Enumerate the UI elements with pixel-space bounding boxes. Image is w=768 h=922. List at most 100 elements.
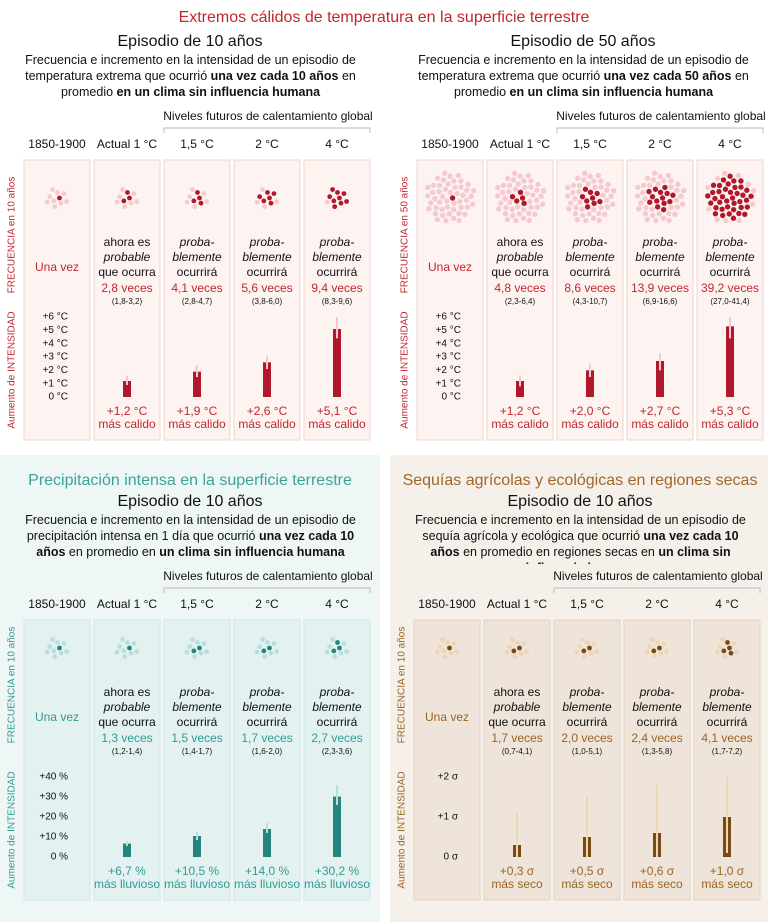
episode-title: Episodio de 10 años xyxy=(508,493,653,510)
dot xyxy=(337,195,342,201)
likelihood-text: blemente xyxy=(242,250,292,264)
dot xyxy=(330,637,335,642)
dot xyxy=(441,648,447,654)
dot xyxy=(590,206,597,213)
dot xyxy=(195,640,200,645)
dot xyxy=(587,189,594,196)
dot xyxy=(528,204,534,211)
dot xyxy=(574,649,580,655)
dot xyxy=(521,200,527,207)
dot xyxy=(51,648,57,654)
description-part: un clima sin influencia humana xyxy=(159,545,345,559)
dot xyxy=(114,199,120,205)
dot xyxy=(460,192,466,198)
likelihood-text: ocurrirá xyxy=(177,715,218,729)
dot xyxy=(519,195,526,201)
dot xyxy=(134,199,139,204)
dot xyxy=(502,195,508,202)
frequency-axis-label: FRECUENCIA en 10 años xyxy=(397,627,408,744)
intensity-label: +1,2 °C xyxy=(500,404,541,418)
description-part: un clima sin influencia humana xyxy=(526,545,731,564)
dot xyxy=(271,641,277,646)
dot xyxy=(649,193,656,200)
dot xyxy=(262,654,268,660)
dot xyxy=(517,173,523,179)
dot xyxy=(712,195,718,202)
intensity-note: más calido xyxy=(631,417,689,431)
episode-title: Episodio de 10 años xyxy=(118,33,263,50)
dot xyxy=(591,641,597,646)
column-header: 2 °C xyxy=(255,137,279,151)
dot xyxy=(585,181,591,187)
column-header: 1850-1900 xyxy=(28,597,86,611)
dot xyxy=(495,184,501,191)
dot xyxy=(44,199,50,205)
dot xyxy=(725,640,730,645)
likelihood-text: blemente xyxy=(242,700,292,714)
description-part: en promedio xyxy=(453,69,749,99)
dot xyxy=(635,184,641,191)
dot xyxy=(184,199,190,205)
dot xyxy=(57,645,62,651)
dot xyxy=(520,215,527,221)
column-box xyxy=(303,619,371,901)
dot xyxy=(122,654,128,660)
dot xyxy=(445,640,450,645)
dot xyxy=(596,217,602,224)
dot xyxy=(533,197,540,203)
dot xyxy=(722,654,728,660)
frequency-label: 1,5 veces xyxy=(171,731,222,745)
intensity-label: +30,2 % xyxy=(315,864,360,878)
dot xyxy=(125,190,130,195)
dot xyxy=(452,184,458,191)
dot xyxy=(714,175,721,182)
dot xyxy=(499,189,506,196)
intensity-note: más lluvioso xyxy=(164,877,230,891)
dot xyxy=(429,189,436,196)
column-header: 1850-1900 xyxy=(418,597,476,611)
description-part: Frecuencia e incremento en la intensidad… xyxy=(25,513,356,543)
description-part: en promedio en regiones secas en xyxy=(459,545,659,559)
dot xyxy=(425,184,431,191)
dot xyxy=(666,217,672,224)
frequency-range: (1,7-7,2) xyxy=(712,747,743,756)
dot xyxy=(444,198,450,204)
dot xyxy=(649,206,655,212)
dot xyxy=(128,200,134,206)
dot xyxy=(635,193,641,199)
dot xyxy=(464,187,470,193)
dot xyxy=(720,212,726,219)
dot xyxy=(520,206,527,213)
dot xyxy=(510,212,516,219)
dot xyxy=(717,199,723,205)
dot xyxy=(432,211,439,217)
dot xyxy=(706,206,712,212)
dot-cluster xyxy=(184,637,209,660)
dot xyxy=(605,181,611,188)
dot xyxy=(727,645,732,651)
column-box xyxy=(693,619,761,901)
dot xyxy=(539,201,546,207)
dot xyxy=(426,206,432,212)
dot-cluster xyxy=(324,637,349,660)
description: Frecuencia e incremento en la intensidad… xyxy=(415,513,746,564)
intensity-label: +6,7 % xyxy=(108,864,146,878)
dot xyxy=(265,640,270,645)
dot xyxy=(330,187,335,192)
dot xyxy=(197,645,202,651)
dot xyxy=(566,206,572,212)
likelihood-text: proba- xyxy=(249,685,285,699)
frequency-range: (1,6-2,0) xyxy=(252,747,283,756)
dot xyxy=(598,178,604,184)
dot xyxy=(462,211,468,218)
dot xyxy=(674,187,680,193)
dot xyxy=(579,206,585,212)
likelihood-text: proba- xyxy=(639,685,675,699)
dot xyxy=(61,191,67,196)
dot xyxy=(646,182,653,189)
dot xyxy=(274,649,279,654)
dot xyxy=(327,194,333,200)
dot xyxy=(657,645,662,651)
dot xyxy=(573,205,579,211)
likelihood-text: proba- xyxy=(712,235,748,249)
